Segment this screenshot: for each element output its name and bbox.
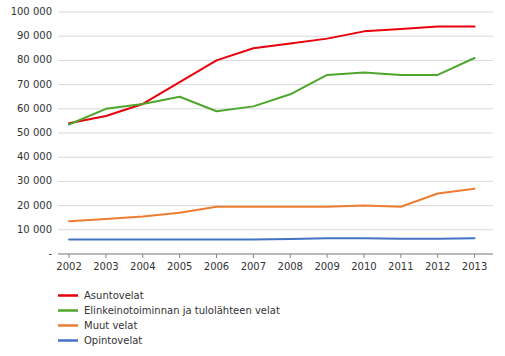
x-tick-label: 2003 xyxy=(93,261,118,272)
legend-label: Asuntovelat xyxy=(84,290,144,301)
x-tick-label: 2002 xyxy=(56,261,81,272)
legend-item: Elinkeinotoiminnan ja tulolähteen velat xyxy=(58,305,280,316)
x-tick xyxy=(290,254,291,258)
x-ticks: 2002 2003 2004 2005 2006 2007 2008 2009 2010 2011… xyxy=(56,254,487,272)
x-tick-label: 2013 xyxy=(462,261,487,272)
x-tick xyxy=(216,254,217,258)
series-line xyxy=(69,238,475,239)
grid-line xyxy=(58,229,493,230)
series-lines xyxy=(69,27,475,240)
grid-line xyxy=(58,254,493,255)
series-line xyxy=(69,189,475,222)
chart-svg: - 10 000 20 000 30 000 40 000 50 000 60 000 70 … xyxy=(0,0,505,356)
x-tick-label: 2010 xyxy=(351,261,376,272)
page: {"chart_data": {"type": "line", "x": [20… xyxy=(0,0,505,356)
y-tick-label: 60 000 xyxy=(17,103,52,114)
x-tick-label: 2009 xyxy=(314,261,339,272)
y-tick-label: 50 000 xyxy=(17,127,52,138)
x-tick-label: 2011 xyxy=(388,261,413,272)
legend-item: Opintovelat xyxy=(58,335,142,346)
x-tick xyxy=(105,254,106,258)
x-tick xyxy=(179,254,180,258)
grid-line xyxy=(58,157,493,158)
x-tick-label: 2006 xyxy=(204,261,229,272)
grid-line xyxy=(58,108,493,109)
grid-line xyxy=(58,12,493,13)
y-tick-label: 90 000 xyxy=(17,30,52,41)
y-tick-label: 40 000 xyxy=(17,151,52,162)
y-grid xyxy=(58,12,493,254)
y-tick-label: - xyxy=(48,248,52,259)
x-tick-label: 2004 xyxy=(130,261,155,272)
x-tick xyxy=(142,254,143,258)
x-tick-label: 2012 xyxy=(425,261,450,272)
y-tick-label: 80 000 xyxy=(17,54,52,65)
legend-label: Muut velat xyxy=(84,320,137,331)
x-tick xyxy=(474,254,475,258)
x-tick xyxy=(253,254,254,258)
y-tick-label: 10 000 xyxy=(17,224,52,235)
x-tick xyxy=(327,254,328,258)
x-tick xyxy=(363,254,364,258)
x-axis-line xyxy=(58,254,493,255)
legend: Asuntovelat Elinkeinotoiminnan ja tuloläh… xyxy=(58,290,280,346)
chart-container: - 10 000 20 000 30 000 40 000 50 000 60 000 70 … xyxy=(0,0,505,356)
legend-label: Opintovelat xyxy=(84,335,142,346)
grid-line xyxy=(58,60,493,61)
x-tick xyxy=(69,254,70,258)
y-tick-label: 70 000 xyxy=(17,79,52,90)
x-tick xyxy=(437,254,438,258)
legend-label: Elinkeinotoiminnan ja tulolähteen velat xyxy=(84,305,280,316)
y-tick-labels: - 10 000 20 000 30 000 40 000 50 000 60 000 70 … xyxy=(11,6,53,259)
series-line xyxy=(69,58,475,125)
x-tick xyxy=(400,254,401,258)
x-tick-label: 2008 xyxy=(278,261,303,272)
grid-line xyxy=(58,84,493,85)
legend-item: Asuntovelat xyxy=(58,290,144,301)
legend-swatch xyxy=(58,339,78,342)
legend-swatch xyxy=(58,324,78,327)
grid-line xyxy=(58,133,493,134)
x-tick-label: 2005 xyxy=(167,261,192,272)
legend-swatch xyxy=(58,294,78,297)
y-tick-label: 30 000 xyxy=(17,175,52,186)
legend-swatch xyxy=(58,309,78,312)
grid-line xyxy=(58,36,493,37)
legend-item: Muut velat xyxy=(58,320,137,331)
y-tick-label: 100 000 xyxy=(11,6,52,17)
grid-line xyxy=(58,181,493,182)
x-tick-label: 2007 xyxy=(241,261,266,272)
y-tick-label: 20 000 xyxy=(17,200,52,211)
